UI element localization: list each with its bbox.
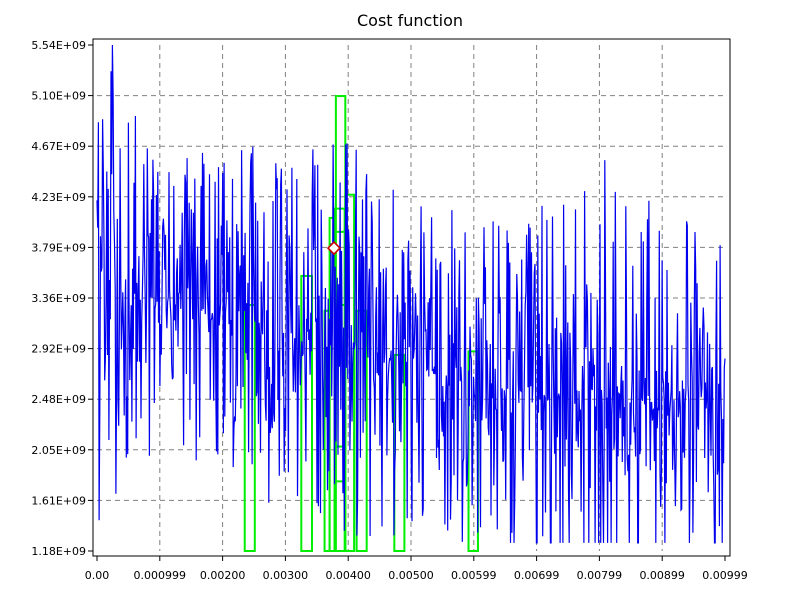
y-tick-label: 4.23E+09 [31, 191, 86, 204]
y-axis: 1.18E+09 1.61E+09 2.05E+09 2.48E+09 2.92E+09… [31, 39, 93, 558]
red-diamond-marker [326, 240, 342, 256]
y-tick-label: 2.92E+09 [31, 343, 86, 356]
chart-title: Cost function [356, 11, 463, 30]
y-tick-label: 3.36E+09 [31, 292, 86, 305]
x-tick-label: 0.000999 [134, 569, 187, 582]
x-axis: 0.00 0.000999 0.00200 0.00300 0.00400 0.00500… [85, 556, 748, 582]
x-tick-label: 0.00 [85, 569, 110, 582]
y-tick-label: 4.67E+09 [31, 140, 86, 153]
y-tick-label: 2.05E+09 [31, 444, 86, 457]
bar [300, 274, 313, 552]
x-tick-label: 0.00899 [639, 569, 685, 582]
x-tick-label: 0.00500 [388, 569, 434, 582]
x-tick-label: 0.00300 [263, 569, 309, 582]
x-tick-label: 0.00699 [514, 569, 560, 582]
x-tick-label: 0.00799 [577, 569, 623, 582]
y-tick-label: 1.61E+09 [31, 494, 86, 507]
y-tick-label: 5.10E+09 [31, 90, 86, 103]
x-tick-label: 0.00400 [325, 569, 371, 582]
series-line [96, 44, 726, 544]
y-tick-label: 1.18E+09 [31, 545, 86, 558]
diamond-point [326, 240, 342, 256]
x-tick-label: 0.00999 [702, 569, 748, 582]
y-tick-label: 3.79E+09 [31, 241, 86, 254]
y-tick-label: 5.54E+09 [31, 39, 86, 52]
x-tick-label: 0.00200 [200, 569, 246, 582]
x-tick-label: 0.00599 [451, 569, 497, 582]
blue-series [96, 44, 726, 544]
y-tick-label: 2.48E+09 [31, 393, 86, 406]
